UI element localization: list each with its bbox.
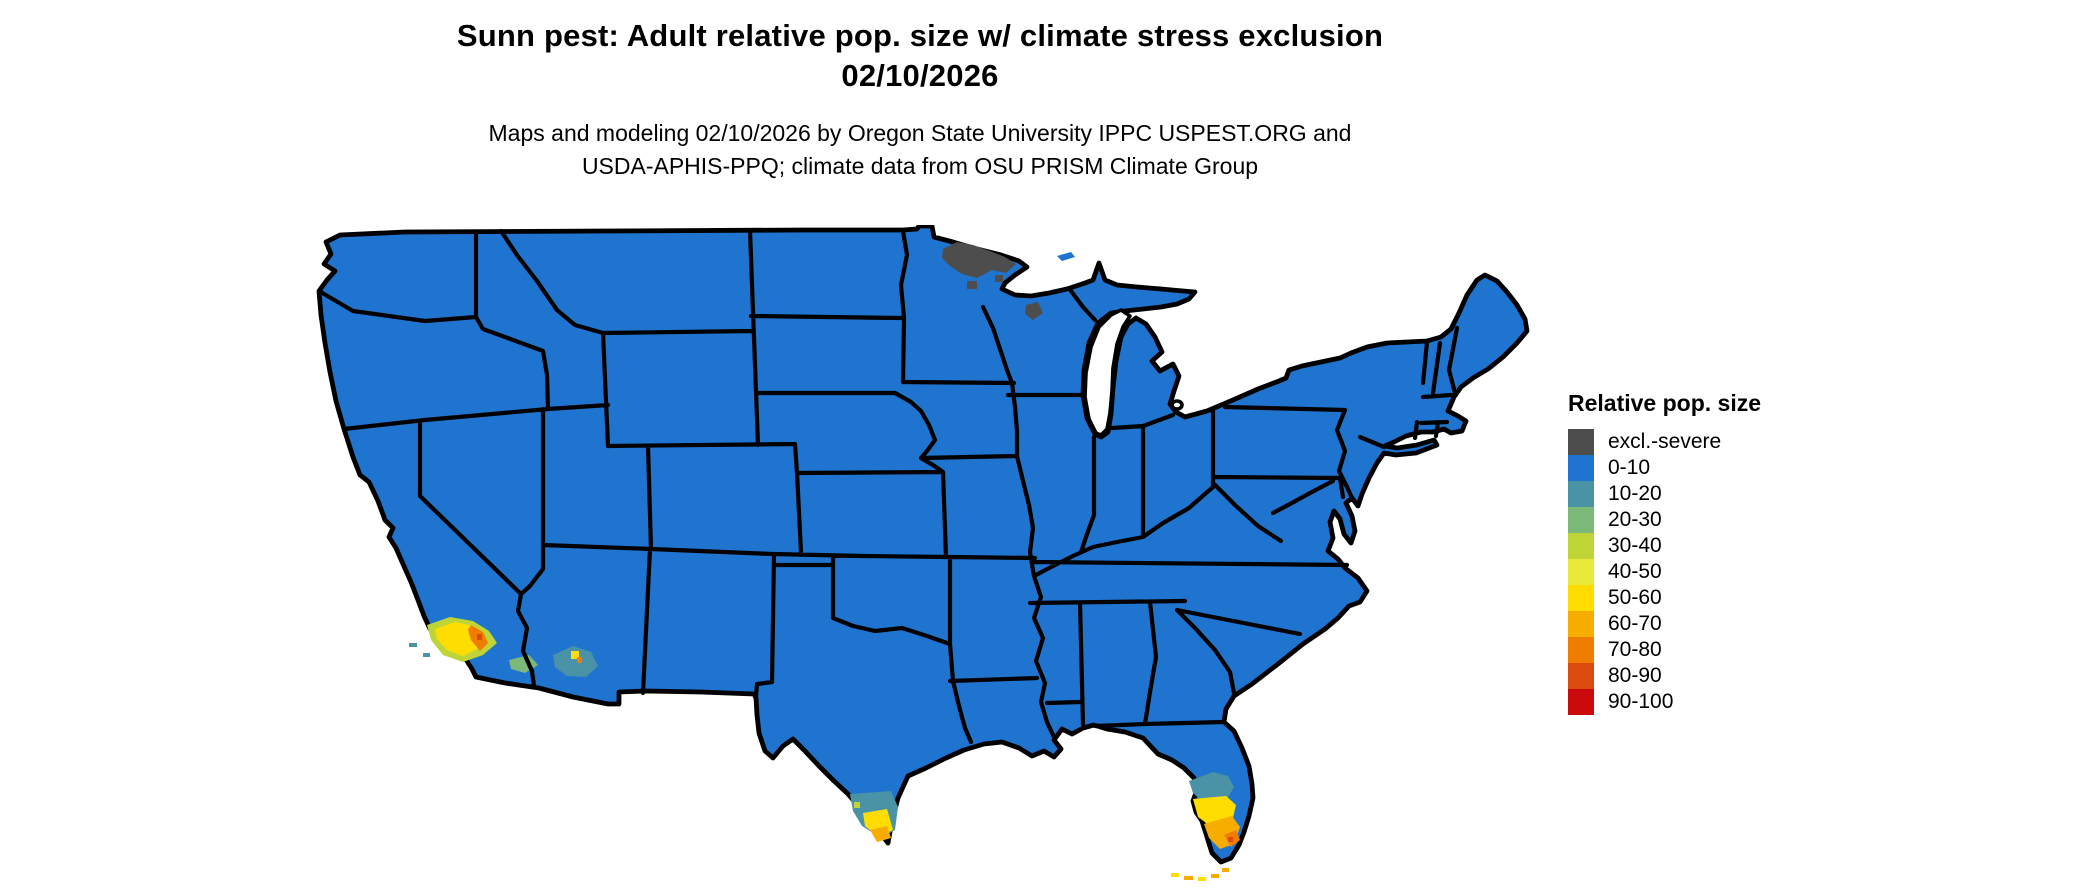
- subtitle-line-2: USDA-APHIS-PPQ; climate data from OSU PR…: [581, 153, 1259, 179]
- legend-row: 50-60: [1568, 585, 1888, 611]
- legend-label: excl.-severe: [1608, 430, 1722, 453]
- minnesota-exclusion-speckle: [967, 281, 977, 289]
- exclusion-severe-patches: [942, 242, 1043, 320]
- legend-swatch-excl-severe: [1568, 429, 1594, 455]
- us-landmass: [316, 225, 1530, 865]
- legend-label: 10-20: [1608, 482, 1662, 505]
- legend-label: 20-30: [1608, 508, 1662, 531]
- legend-swatch-30-40: [1568, 533, 1594, 559]
- subtitle-line-1: Maps and modeling 02/10/2026 by Oregon S…: [488, 120, 1352, 147]
- legend-title: Relative pop. size: [1568, 390, 1762, 416]
- legend-row: 60-70: [1568, 611, 1888, 637]
- texas-orange-tip: [870, 826, 891, 842]
- legend-swatch-80-90: [1568, 663, 1594, 689]
- map-subtitle: Maps and modeling 02/10/2026 by Oregon S…: [250, 117, 1590, 182]
- florida-keys-dot: [1198, 877, 1206, 881]
- isle-royale-island: [1057, 252, 1075, 261]
- state-borders: [316, 228, 1460, 745]
- arizona-yellow-dot: [571, 651, 579, 659]
- legend-row: 20-30: [1568, 507, 1888, 533]
- legend-swatch-70-80: [1568, 637, 1594, 663]
- legend-label: 0-10: [1608, 456, 1651, 479]
- channel-island-dot: [409, 643, 417, 647]
- legend-row: 30-40: [1568, 533, 1888, 559]
- legend-label: 50-60: [1608, 586, 1662, 609]
- legend-swatch-90-100: [1568, 689, 1594, 715]
- socal-red-speck: [477, 634, 482, 640]
- lake-michigan: [1083, 308, 1132, 437]
- legend-swatch-20-30: [1568, 507, 1594, 533]
- florida-red-speck: [1228, 837, 1233, 842]
- page-title: Sunn pest: Adult relative pop. size w/ c…: [250, 16, 1590, 95]
- florida-keys-dot: [1184, 876, 1193, 880]
- legend-label: 80-90: [1608, 664, 1662, 687]
- us-map: [305, 225, 1540, 892]
- map-header: Sunn pest: Adult relative pop. size w/ c…: [250, 16, 1590, 183]
- map-legend: Relative pop. size excl.-severe 0-10 10-…: [1568, 390, 1888, 715]
- minnesota-exclusion-patch: [942, 242, 1016, 278]
- legend-swatch-0-10: [1568, 455, 1594, 481]
- minnesota-exclusion-speckle: [995, 275, 1003, 282]
- florida-keys-dot: [1222, 868, 1229, 872]
- florida-keys-dot: [1171, 873, 1179, 877]
- legend-swatch-10-20: [1568, 481, 1594, 507]
- title-line-1: Sunn pest: Adult relative pop. size w/ c…: [456, 18, 1384, 53]
- legend-label: 90-100: [1608, 690, 1674, 713]
- legend-label: 70-80: [1608, 638, 1662, 661]
- legend-row: excl.-severe: [1568, 429, 1888, 455]
- us-map-svg: [316, 225, 1530, 881]
- wisconsin-exclusion-patch: [1025, 302, 1043, 320]
- legend-row: 0-10: [1568, 455, 1888, 481]
- texas-green-dot: [854, 802, 860, 808]
- florida-teal-band: [1189, 772, 1234, 804]
- legend-label: 40-50: [1608, 560, 1662, 583]
- south-texas-patches: [850, 791, 898, 842]
- title-line-2: 02/10/2026: [841, 57, 999, 93]
- legend-row: 90-100: [1568, 689, 1888, 715]
- socal-arizona-patches: [409, 617, 598, 677]
- phoenix-orange-dot: [577, 657, 582, 663]
- legend-label: 30-40: [1608, 534, 1662, 557]
- arizona-teal-patch: [553, 646, 598, 677]
- legend-row: 40-50: [1568, 559, 1888, 585]
- legend-label: 60-70: [1608, 612, 1662, 635]
- legend-swatch-50-60: [1568, 585, 1594, 611]
- lake-st-clair: [1170, 399, 1184, 411]
- legend-row: 80-90: [1568, 663, 1888, 689]
- legend-swatch-40-50: [1568, 559, 1594, 585]
- legend-row: 70-80: [1568, 637, 1888, 663]
- legend-row: 10-20: [1568, 481, 1888, 507]
- legend-swatch-60-70: [1568, 611, 1594, 637]
- florida-keys-dot: [1211, 874, 1219, 878]
- channel-island-dot: [423, 653, 430, 657]
- florida-patches: [1171, 772, 1240, 881]
